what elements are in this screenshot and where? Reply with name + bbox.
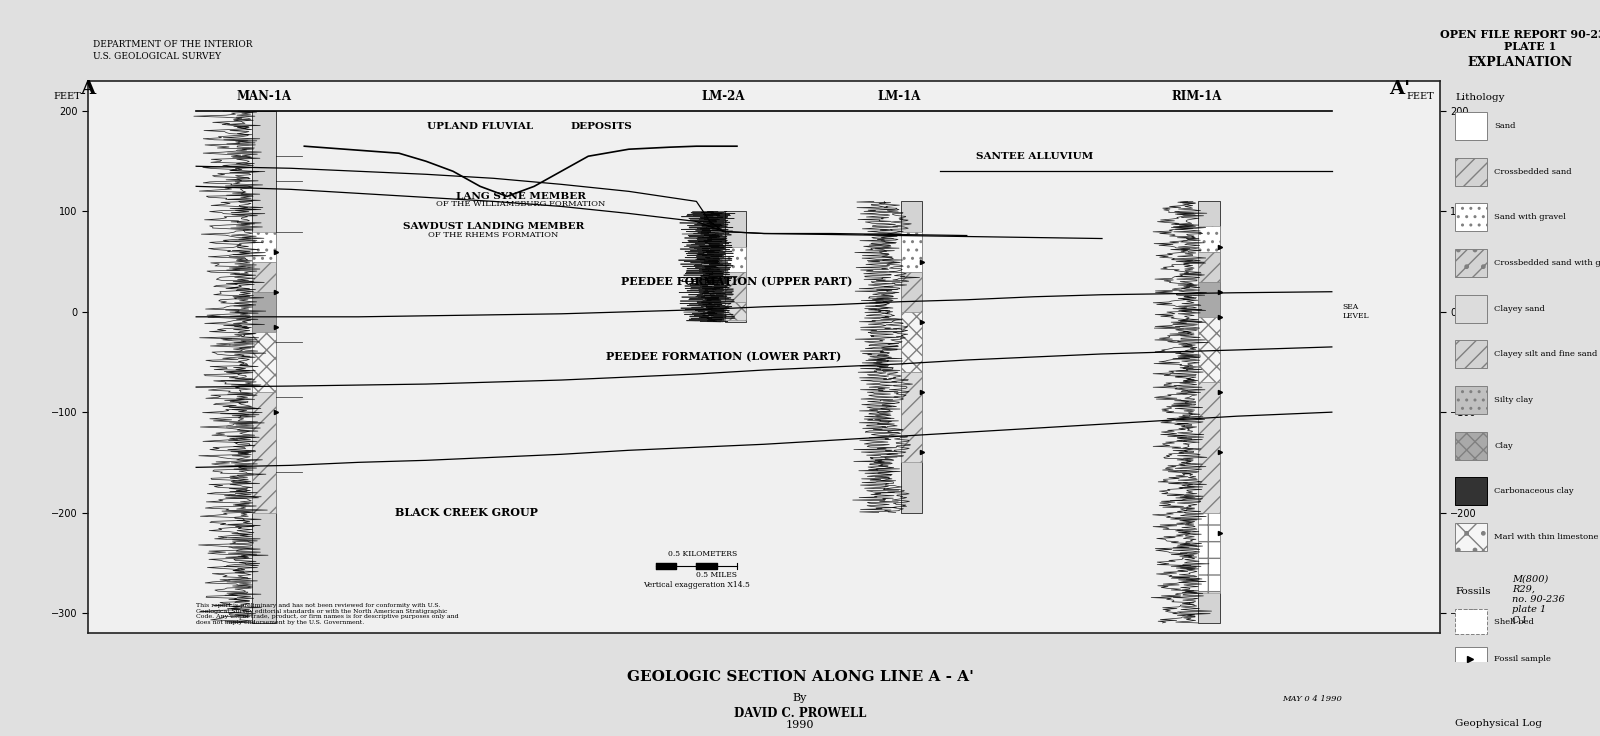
Text: PEEDEE FORMATION (LOWER PART): PEEDEE FORMATION (LOWER PART)	[606, 352, 842, 362]
Text: EXPLANATION: EXPLANATION	[1467, 56, 1573, 68]
Bar	[725, 211, 747, 322]
Text: GEOLOGIC SECTION ALONG LINE A - A': GEOLOGIC SECTION ALONG LINE A - A'	[627, 670, 973, 684]
Text: Geophysical Log: Geophysical Log	[1456, 718, 1542, 728]
Text: FEET: FEET	[1406, 91, 1434, 101]
Text: DEPARTMENT OF THE INTERIOR: DEPARTMENT OF THE INTERIOR	[93, 40, 253, 49]
Bar	[251, 261, 275, 291]
Bar	[1456, 340, 1486, 368]
Text: U.S. GEOLOGICAL SURVEY: U.S. GEOLOGICAL SURVEY	[93, 52, 221, 60]
Bar	[1198, 382, 1219, 512]
Bar	[901, 202, 922, 512]
Text: A': A'	[1389, 80, 1410, 98]
Text: 0.5 MILES: 0.5 MILES	[696, 570, 738, 578]
Text: FEET: FEET	[53, 91, 82, 101]
Bar	[251, 392, 275, 512]
Bar	[1198, 252, 1219, 282]
Text: OF THE RHEMS FORMATION: OF THE RHEMS FORMATION	[429, 230, 558, 238]
Text: Crossbedded sand with gravel: Crossbedded sand with gravel	[1494, 259, 1600, 267]
Bar	[1198, 512, 1219, 592]
Text: OF THE WILLIAMSBURG FORMATION: OF THE WILLIAMSBURG FORMATION	[435, 200, 605, 208]
Bar	[251, 232, 275, 261]
Text: SAWDUST LANDING MEMBER: SAWDUST LANDING MEMBER	[403, 222, 584, 231]
Bar	[901, 372, 922, 462]
Text: Sand: Sand	[1494, 122, 1515, 130]
Text: Fossil sample: Fossil sample	[1494, 655, 1550, 663]
Text: MAY 0 4 1990: MAY 0 4 1990	[1282, 696, 1342, 703]
Text: RIM-1A: RIM-1A	[1171, 90, 1222, 103]
Text: Silty clay: Silty clay	[1494, 396, 1533, 404]
Bar	[251, 291, 275, 332]
Bar	[1456, 203, 1486, 231]
Bar	[725, 247, 747, 272]
Text: Lithology: Lithology	[1456, 93, 1504, 102]
Text: LM-2A: LM-2A	[702, 90, 746, 103]
Bar	[251, 332, 275, 392]
Text: Clayey sand: Clayey sand	[1494, 305, 1546, 313]
Text: M(800)
R29,
no. 90-236
plate 1
C.1: M(800) R29, no. 90-236 plate 1 C.1	[1512, 574, 1565, 625]
Text: Marl with thin limestone beds: Marl with thin limestone beds	[1494, 533, 1600, 541]
Text: SANTEE ALLUVIUM: SANTEE ALLUVIUM	[976, 152, 1093, 160]
Bar	[1456, 647, 1486, 672]
Bar	[725, 272, 747, 302]
Text: DEPOSITS: DEPOSITS	[571, 121, 632, 130]
Bar	[1456, 158, 1486, 185]
Bar	[1198, 202, 1219, 623]
Bar	[1456, 249, 1486, 277]
Text: Clayey silt and fine sand: Clayey silt and fine sand	[1494, 350, 1597, 358]
Text: 0.5 KILOMETERS: 0.5 KILOMETERS	[667, 550, 738, 558]
Bar	[1198, 282, 1219, 316]
Text: MAN-1A: MAN-1A	[237, 90, 291, 103]
Text: Crossbedded sand: Crossbedded sand	[1494, 168, 1571, 176]
Bar	[1456, 431, 1486, 460]
Text: LM-1A: LM-1A	[877, 90, 922, 103]
Bar	[1198, 316, 1219, 382]
Bar	[1456, 112, 1486, 140]
Bar	[251, 111, 275, 623]
Text: Vertical exaggeration X14.5: Vertical exaggeration X14.5	[643, 581, 750, 589]
Bar	[1456, 294, 1486, 322]
Bar	[901, 312, 922, 372]
Text: DAVID C. PROWELL: DAVID C. PROWELL	[734, 707, 866, 720]
Text: By: By	[794, 693, 806, 704]
Bar	[1456, 386, 1486, 414]
Text: 1990: 1990	[786, 720, 814, 730]
Text: LANG SYNE MEMBER: LANG SYNE MEMBER	[456, 192, 586, 201]
Bar	[1198, 227, 1219, 252]
Text: UPLAND FLUVIAL: UPLAND FLUVIAL	[427, 121, 533, 130]
Bar	[901, 272, 922, 312]
Text: PEEDEE FORMATION (UPPER PART): PEEDEE FORMATION (UPPER PART)	[621, 276, 853, 287]
Text: Fossils: Fossils	[1456, 587, 1491, 596]
Text: OPEN FILE REPORT 90-236: OPEN FILE REPORT 90-236	[1440, 29, 1600, 40]
Text: Shell bed: Shell bed	[1494, 618, 1534, 626]
Text: SEA
LEVEL: SEA LEVEL	[1342, 303, 1370, 320]
Text: This report is preliminary and has not been reviewed for conformity with U.S.
Ge: This report is preliminary and has not b…	[197, 603, 459, 626]
Text: A: A	[80, 80, 96, 98]
Text: Carbonaceous clay: Carbonaceous clay	[1494, 487, 1574, 495]
Text: Clay: Clay	[1494, 442, 1514, 450]
Bar	[1456, 477, 1486, 506]
Bar	[725, 302, 747, 320]
Bar	[901, 232, 922, 272]
Bar	[1456, 609, 1486, 634]
Text: PLATE 1: PLATE 1	[1504, 41, 1557, 52]
Text: Sand with gravel: Sand with gravel	[1494, 213, 1566, 222]
Bar	[1456, 523, 1486, 551]
Text: BLACK CREEK GROUP: BLACK CREEK GROUP	[395, 507, 538, 518]
